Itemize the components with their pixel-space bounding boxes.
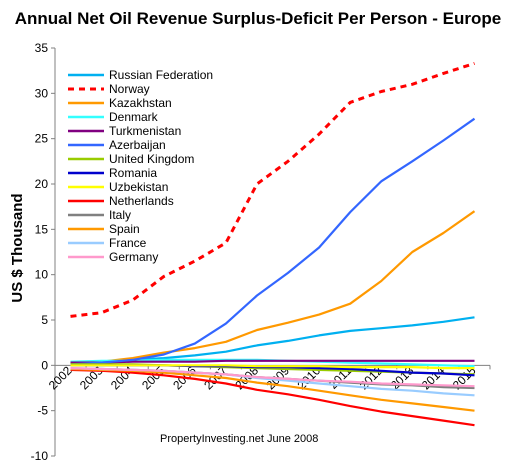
chart-title: Annual Net Oil Revenue Surplus-Deficit P… <box>15 9 501 28</box>
y-tick-label: 0 <box>41 358 48 372</box>
series-line-kazakhstan <box>70 210 476 365</box>
legend-label: Netherlands <box>109 194 174 208</box>
series-layer <box>70 61 476 427</box>
legend-label: Spain <box>109 222 140 236</box>
legend-label: Turkmenistan <box>109 124 181 138</box>
y-tick-label: 5 <box>41 313 48 327</box>
legend-label: France <box>109 236 147 250</box>
x-tick-label: 2005 <box>139 363 168 392</box>
legend-label: Azerbaijan <box>109 138 166 152</box>
series-line-russian-federation <box>70 316 475 364</box>
legend-label: Denmark <box>109 110 159 124</box>
series-line-azerbaijan <box>70 117 476 366</box>
series-line-norway <box>70 61 475 318</box>
legend-label: Kazakhstan <box>109 96 172 110</box>
series-line-netherlands <box>70 368 475 427</box>
y-tick-label: 10 <box>35 268 49 282</box>
source-annotation: PropertyInvesting.net June 2008 <box>160 433 318 445</box>
legend-label: Russian Federation <box>109 68 213 82</box>
y-tick-label: -10 <box>31 449 49 463</box>
legend-label: Norway <box>109 82 150 96</box>
series-line-uzbekistan <box>70 364 475 370</box>
legend-label: Germany <box>109 250 158 264</box>
y-tick-label: 25 <box>35 132 49 146</box>
legend-label: Italy <box>109 208 131 222</box>
y-tick-label: -5 <box>37 404 48 418</box>
legend: Russian FederationNorwayKazakhstanDenmar… <box>68 68 213 264</box>
legend-label: United Kingdom <box>109 152 194 166</box>
series-line-turkmenistan <box>70 359 475 364</box>
y-tick-label: 35 <box>35 41 49 55</box>
series-line-germany <box>70 367 475 388</box>
legend-label: Romania <box>109 166 157 180</box>
x-tick-label: 2004 <box>108 363 137 392</box>
legend-label: Uzbekistan <box>109 180 168 194</box>
y-tick-label: 20 <box>35 177 49 191</box>
y-axis-label: US $ Thousand <box>9 193 26 302</box>
y-tick-label: 30 <box>35 86 49 100</box>
y-tick-label: 15 <box>35 222 49 236</box>
